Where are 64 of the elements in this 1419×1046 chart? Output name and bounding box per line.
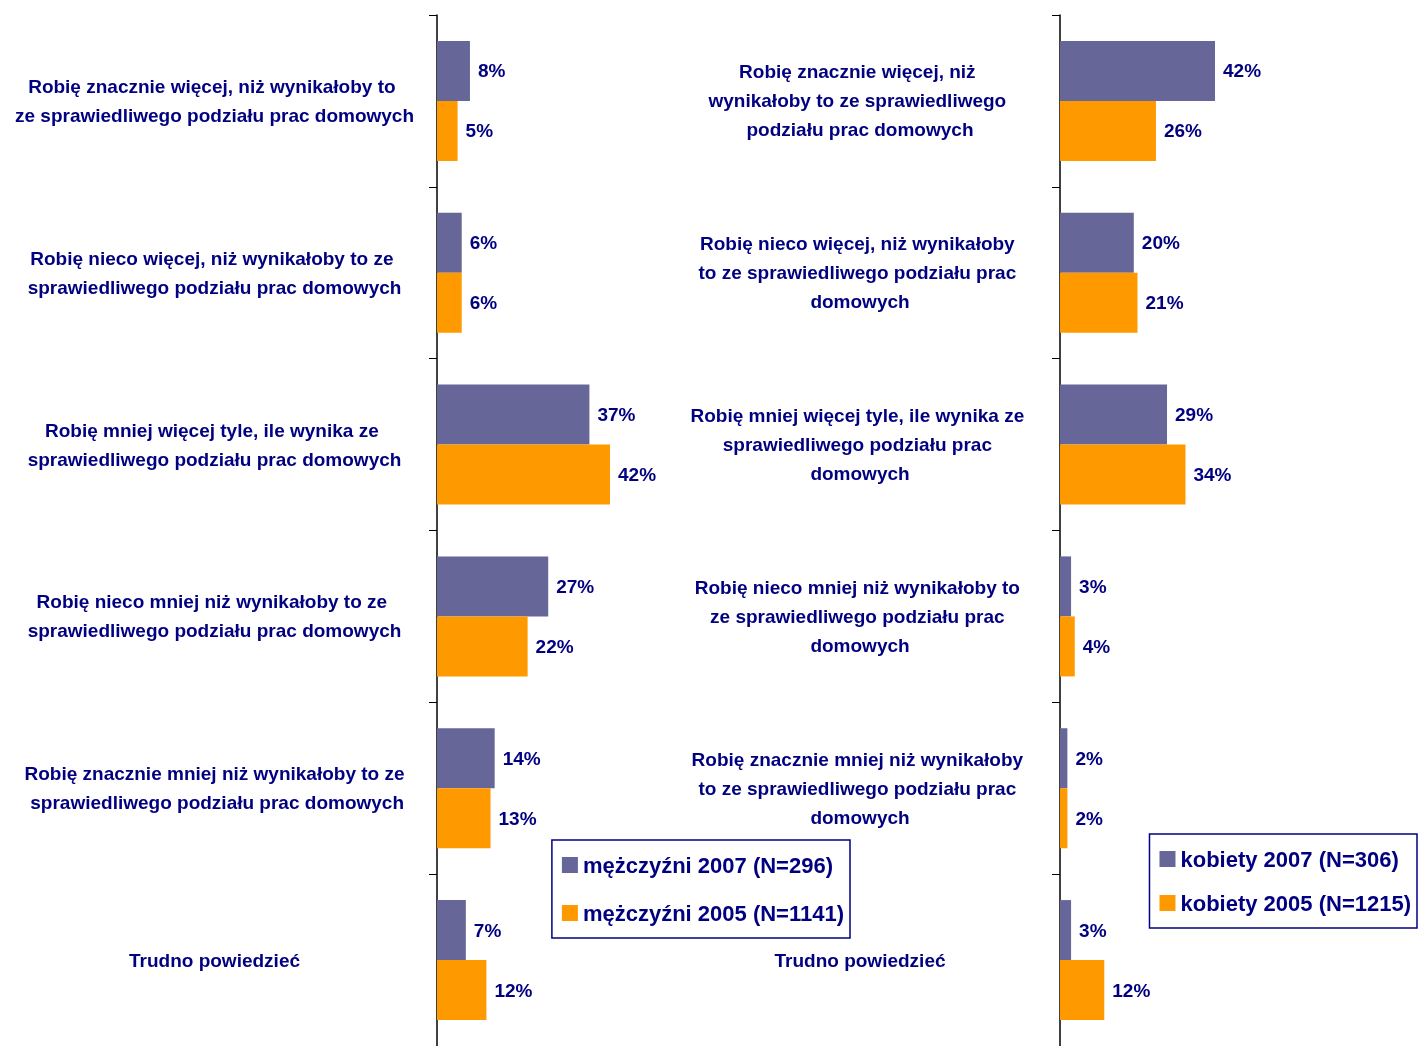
bar — [1060, 100, 1156, 161]
bar — [1060, 788, 1068, 849]
bar — [1060, 212, 1134, 273]
data-label: 42% — [1223, 60, 1262, 82]
bar — [437, 212, 462, 273]
data-label: 34% — [1193, 464, 1232, 486]
y-tick-label: Robię mniej więcej tyle, ile wynika ze sprawiedliwego podziału prac domowych — [27, 419, 402, 470]
bar — [437, 100, 458, 161]
bar — [437, 444, 610, 505]
bar — [437, 900, 466, 961]
y-tick-label: Robię znacznie mniej niż wynikałoby to ze sprawiedliwego podziału prac domowych — [24, 763, 405, 814]
bar — [1060, 556, 1072, 617]
y-tick-label: Trudno powiedzieć — [128, 949, 301, 971]
data-label: 27% — [556, 575, 595, 597]
legend-label: kobiety 2007 (N=306) — [1180, 846, 1399, 872]
y-tick-label: Robię mniej więcej tyle, ile wynika ze sprawiedliwego podziału prac domowych — [690, 405, 1030, 485]
bar — [437, 384, 590, 445]
y-tick-label: Robię nieco mniej niż wynikałoby to ze sprawiedliwego podziału prac domowych — [694, 576, 1026, 656]
bar — [1060, 900, 1072, 961]
data-label: 8% — [477, 60, 506, 82]
bar — [437, 556, 549, 617]
y-tick-label: Robię nieco mniej niż wynikałoby to ze sprawiedliwego podziału prac domowych — [27, 591, 402, 642]
data-label: 26% — [1163, 120, 1203, 142]
data-label: 7% — [473, 919, 502, 941]
bar — [1060, 728, 1068, 789]
y-tick-label: Trudno powiedzieć — [774, 949, 946, 971]
data-label: 37% — [597, 404, 636, 426]
data-label: 3% — [1079, 919, 1107, 941]
data-label: 2% — [1075, 807, 1103, 829]
bar — [437, 960, 487, 1021]
data-label: 20% — [1141, 232, 1180, 254]
y-tick-label: Robię nieco więcej, niż wynikałoby to ze sprawiedliwego podziału prac domowych — [27, 247, 402, 298]
data-label: 12% — [494, 979, 533, 1001]
bar — [1060, 384, 1168, 445]
bar — [1060, 40, 1215, 101]
y-tick-label: Robię znacznie więcej, niż wynikałoby to ze sprawiedliwego podziału prac domowych — [707, 61, 1012, 141]
bar — [1060, 616, 1075, 677]
legend-label: mężczyźni 2005 (N=1141) — [582, 900, 845, 926]
bar — [437, 40, 470, 101]
data-label: 14% — [502, 747, 541, 769]
bar — [437, 788, 491, 849]
bar — [437, 728, 495, 789]
data-label: 6% — [469, 232, 498, 254]
bar — [1060, 960, 1105, 1021]
data-label: 6% — [469, 292, 498, 314]
data-label: 29% — [1175, 404, 1214, 426]
data-label: 13% — [498, 807, 537, 829]
data-label: 3% — [1079, 575, 1107, 597]
bar — [1060, 272, 1138, 333]
data-label: 2% — [1075, 747, 1103, 769]
data-label: 12% — [1112, 979, 1151, 1001]
data-label: 22% — [535, 635, 574, 657]
data-label: 42% — [618, 464, 657, 486]
bar — [1060, 444, 1186, 505]
legend-label: kobiety 2005 (N=1215) — [1180, 890, 1412, 916]
y-tick-label: Robię znacznie mniej niż wynikałoby to ze sprawiedliwego podziału prac domowych — [691, 748, 1029, 828]
y-tick-label: Robię nieco więcej, niż wynikałoby to ze sprawiedliwego podziału prac domowych — [698, 233, 1022, 313]
legend-label: mężczyźni 2007 (N=296) — [582, 852, 833, 878]
data-label: 4% — [1082, 635, 1111, 657]
bar — [437, 272, 462, 333]
y-tick-label: Robię znacznie więcej, niż wynikałoby to ze sprawiedliwego podziału prac domowych — [14, 75, 415, 126]
data-label: 21% — [1145, 292, 1184, 314]
bar — [437, 616, 528, 677]
data-label: 5% — [465, 120, 494, 142]
